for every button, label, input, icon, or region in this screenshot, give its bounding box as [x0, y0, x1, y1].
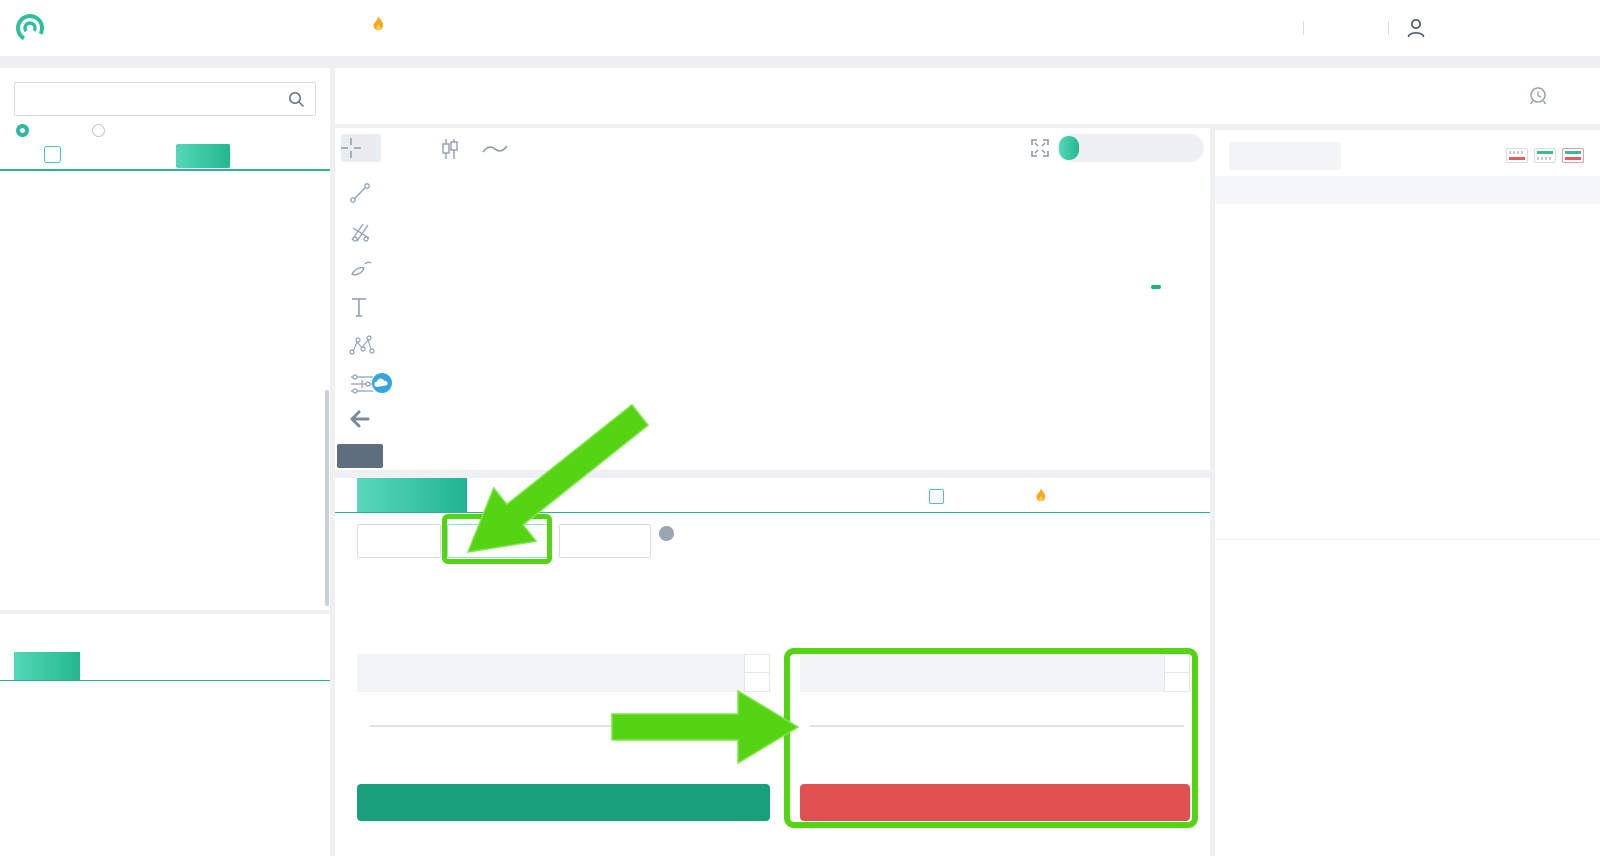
- fibonacci-tool-icon[interactable]: [349, 372, 375, 396]
- collapse-panel-button[interactable]: [337, 444, 383, 468]
- xabcd-pattern-tool-icon[interactable]: [349, 334, 375, 358]
- nav-divider: [1303, 21, 1304, 35]
- stepper-up-icon[interactable]: [745, 655, 769, 673]
- buy-cet-button[interactable]: [357, 784, 770, 821]
- latest-execution-panel: [0, 614, 330, 856]
- alert-bell-icon[interactable]: [1527, 84, 1549, 108]
- decimals-dropdown[interactable]: [1229, 142, 1341, 170]
- view-asks-only-icon[interactable]: [1506, 148, 1528, 163]
- radio-icon: [16, 124, 29, 137]
- radio-sort-value[interactable]: [16, 124, 35, 138]
- view-both-sides-icon[interactable]: [1562, 148, 1584, 163]
- sell-amount-stepper: [1164, 654, 1190, 692]
- chart-type-toggle: [1057, 134, 1204, 162]
- nav-divider: [1388, 21, 1389, 35]
- order-tab-market[interactable]: [447, 524, 549, 558]
- margin-tab-x-icon[interactable]: [44, 146, 61, 163]
- order-book-panel: [1215, 130, 1600, 856]
- coinex-logo-icon: [15, 14, 44, 42]
- candlestick-chart[interactable]: [390, 168, 1205, 440]
- nav-all-orders[interactable]: [1216, 19, 1221, 36]
- flame-icon: [373, 16, 383, 31]
- trendline-tool-icon[interactable]: [349, 182, 371, 204]
- spot-trading-tab[interactable]: [357, 478, 467, 512]
- cet-deduction-checkbox[interactable]: [929, 489, 944, 504]
- exec-tab-market[interactable]: [14, 652, 80, 680]
- buy-value-input[interactable]: [357, 654, 770, 692]
- buy-slider-track[interactable]: [370, 725, 768, 727]
- user-account-icon[interactable]: [1406, 17, 1426, 39]
- sell-amount-input[interactable]: [800, 654, 1190, 692]
- brush-tool-icon[interactable]: [349, 258, 373, 280]
- radio-icon: [92, 124, 105, 137]
- tabs-underline: [0, 169, 330, 171]
- col-header-coin[interactable]: [38, 176, 42, 191]
- stepper-down-icon[interactable]: [1165, 673, 1189, 691]
- trading-tab-underline: [335, 512, 1210, 513]
- trading-panel: [335, 478, 1210, 856]
- buy-value-stepper: [744, 654, 770, 692]
- hide-toolbar-arrow-icon[interactable]: [349, 410, 371, 428]
- search-icon[interactable]: [288, 91, 305, 108]
- coin-search-input[interactable]: [25, 84, 285, 114]
- crosshair-tool-button[interactable]: [341, 134, 381, 162]
- exec-tabs-underline: [0, 680, 330, 681]
- current-price-row: [1215, 494, 1600, 540]
- pair-header: [335, 68, 1600, 124]
- help-icon[interactable]: [659, 526, 674, 541]
- text-tool-icon[interactable]: [349, 296, 369, 318]
- order-book-header: [1215, 176, 1600, 204]
- stepper-down-icon[interactable]: [745, 673, 769, 691]
- tab-usdt-active[interactable]: [176, 144, 230, 168]
- sell-slider-track[interactable]: [810, 725, 1184, 727]
- last-price-tag: [1151, 285, 1161, 289]
- order-tab-limit[interactable]: [357, 524, 441, 558]
- stepper-up-icon[interactable]: [1165, 655, 1189, 673]
- crosshair-icon: [341, 138, 361, 158]
- fullscreen-icon[interactable]: [1031, 139, 1049, 157]
- coin-list-scrollbar[interactable]: [325, 390, 329, 606]
- line-style-icon[interactable]: [482, 142, 508, 156]
- order-tab-stop-limit[interactable]: [559, 524, 651, 558]
- coin-search-box: [14, 82, 316, 116]
- nav-assets[interactable]: [1324, 19, 1329, 36]
- toggle-candlesticks[interactable]: [1059, 136, 1079, 160]
- market-list-panel: [0, 68, 330, 610]
- top-nav: [0, 0, 1600, 56]
- view-bids-only-icon[interactable]: [1534, 148, 1556, 163]
- chart-panel: [335, 128, 1210, 470]
- pitchfork-tool-icon[interactable]: [349, 220, 373, 244]
- candlestick-style-icon[interactable]: [440, 138, 460, 160]
- coin-list: [0, 192, 330, 610]
- nav-products[interactable]: [528, 19, 533, 36]
- col-header-value[interactable]: [264, 176, 268, 191]
- flame-icon: [1036, 488, 1046, 502]
- sell-cet-button[interactable]: [800, 784, 1190, 821]
- col-header-price[interactable]: [170, 176, 174, 191]
- radio-sort-change[interactable]: [92, 124, 111, 138]
- tradingview-logo-icon: [372, 373, 392, 393]
